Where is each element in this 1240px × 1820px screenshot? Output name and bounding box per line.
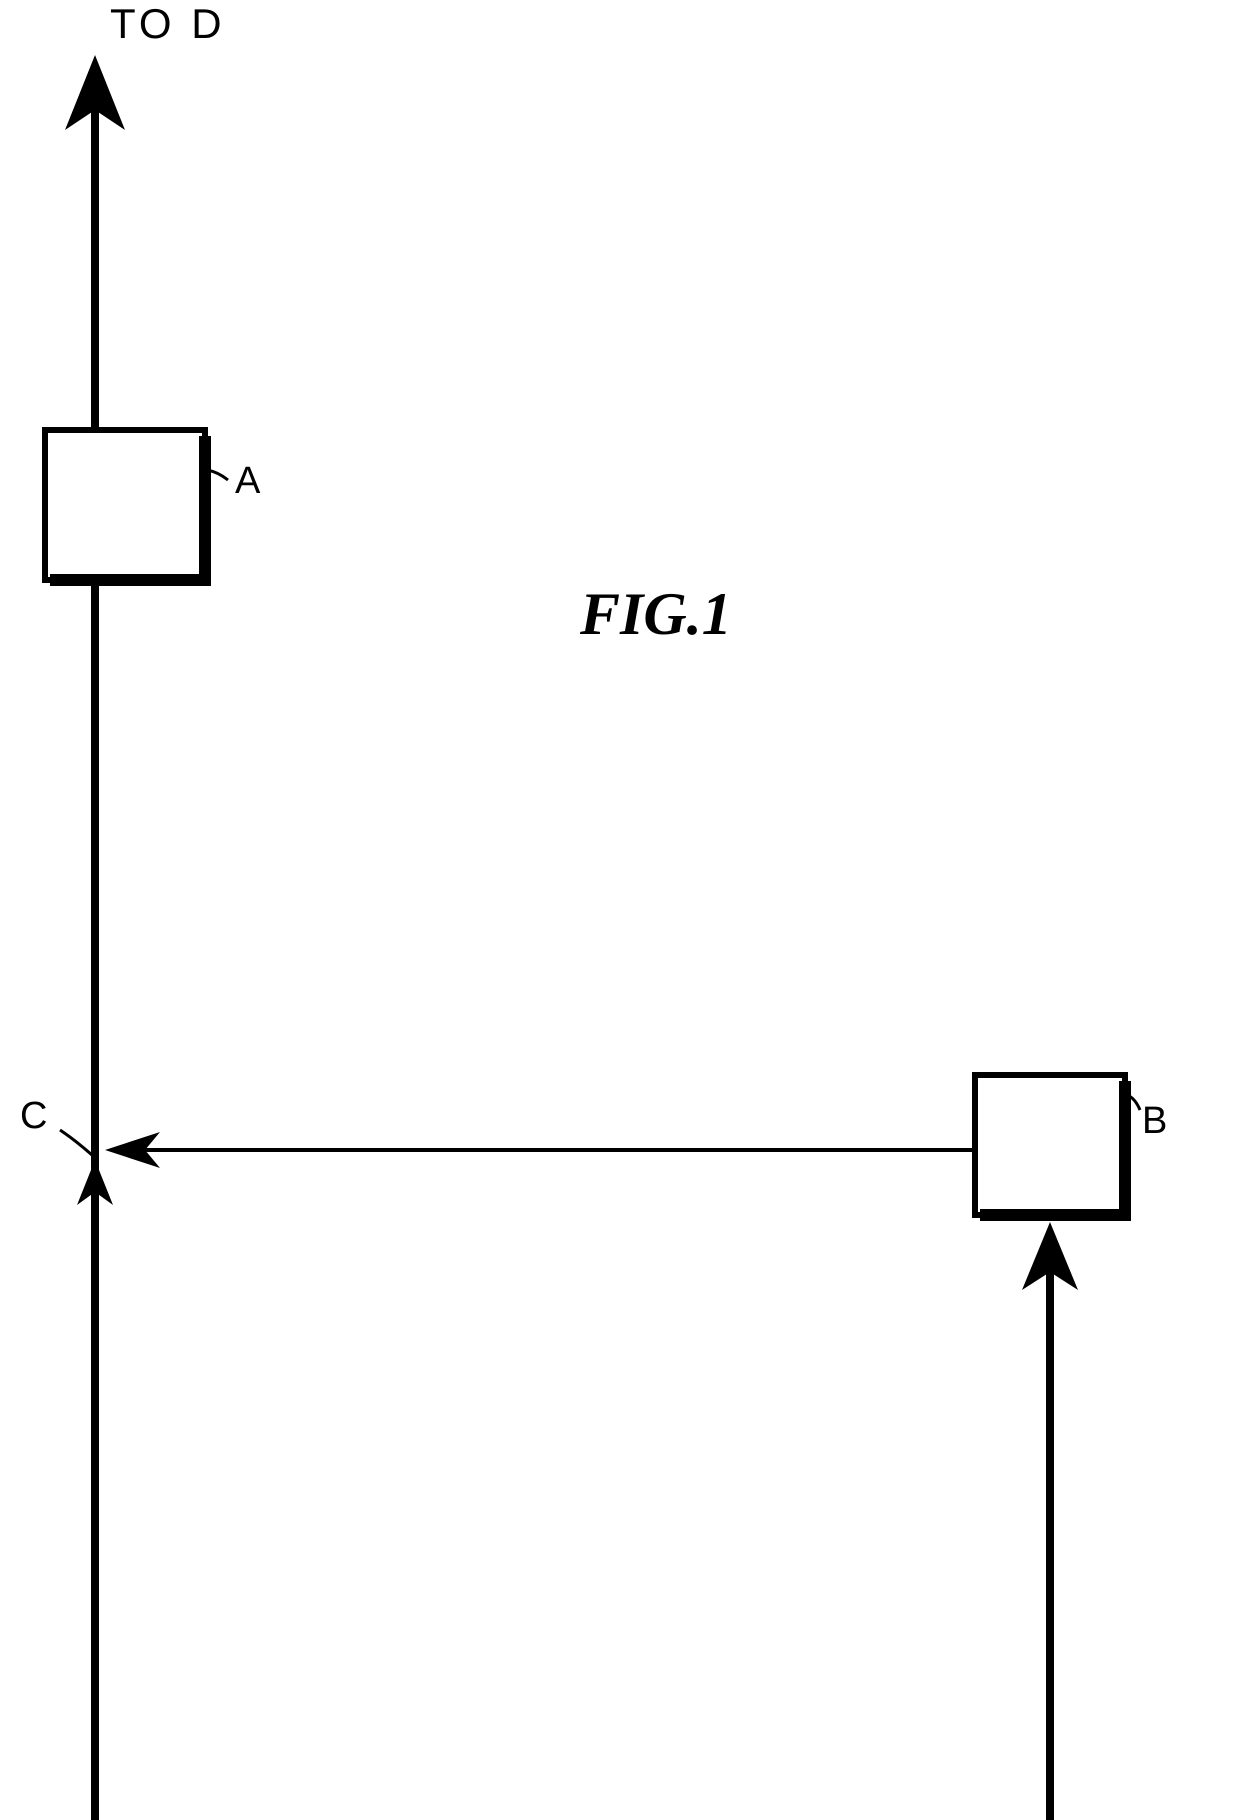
label-a: A <box>235 460 260 503</box>
label-c: C <box>20 1095 47 1138</box>
label-b: B <box>1142 1100 1167 1143</box>
figure-title: FIG.1 <box>580 580 732 649</box>
diagram-canvas <box>0 0 1240 1820</box>
box-a <box>45 430 205 580</box>
top-label: TO D <box>110 0 226 48</box>
c-leader <box>60 1130 92 1155</box>
box-b <box>975 1075 1125 1215</box>
